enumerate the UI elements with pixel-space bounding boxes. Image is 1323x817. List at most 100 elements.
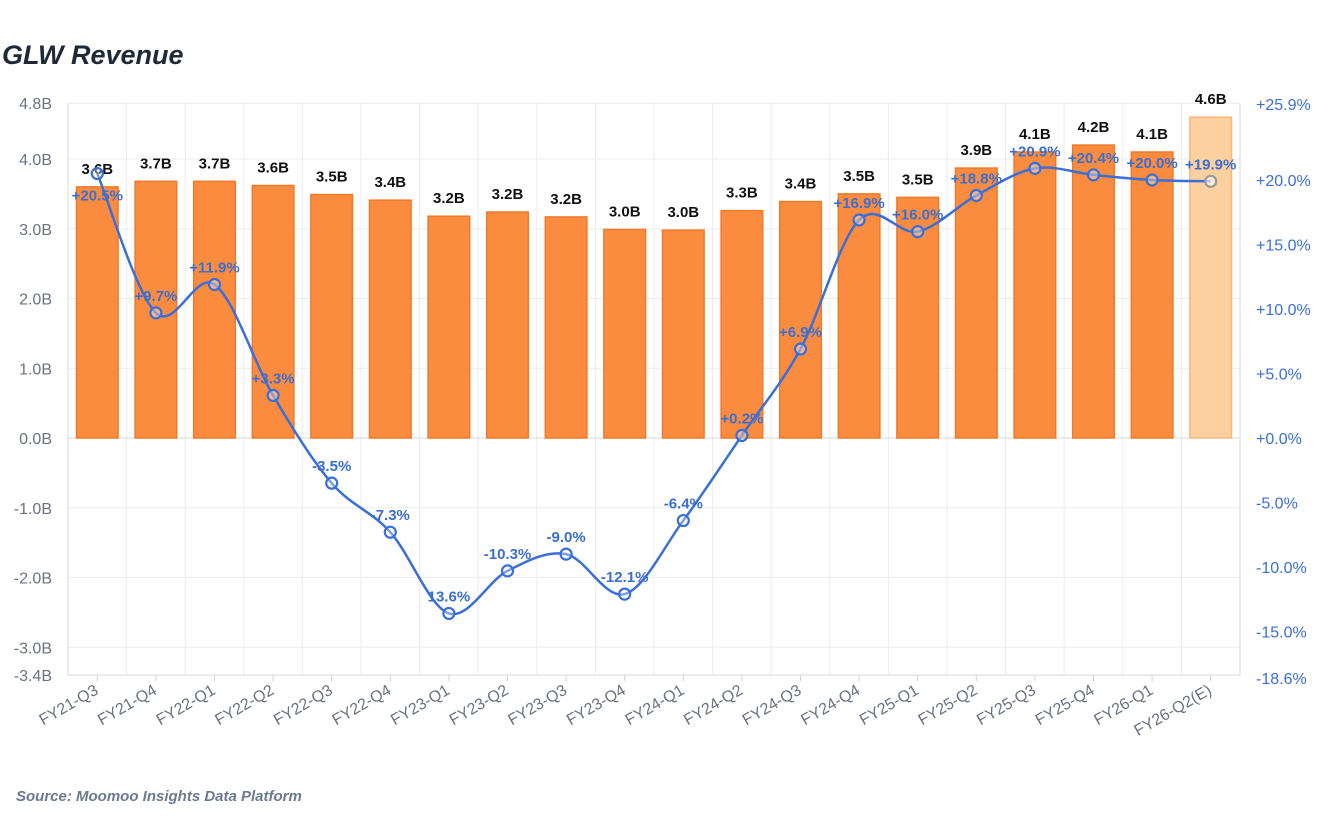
x-tick-label: FY25-Q4 bbox=[1033, 682, 1098, 729]
growth-point-label: +18.8% bbox=[951, 170, 1002, 187]
y-right-tick-label: +15.0% bbox=[1256, 238, 1311, 255]
bar-value-label: 4.2B bbox=[1078, 119, 1110, 136]
y-left-tick-label: 0.0B bbox=[19, 431, 52, 448]
bar-value-label: 3.5B bbox=[843, 168, 875, 185]
growth-point bbox=[149, 306, 163, 320]
growth-point-label: -12.1% bbox=[601, 569, 649, 586]
x-tick-label: FY25-Q1 bbox=[857, 682, 922, 729]
x-tick-label: FY22-Q1 bbox=[154, 682, 219, 729]
growth-point-label: +20.5% bbox=[72, 188, 123, 205]
revenue-bar bbox=[544, 216, 588, 439]
growth-point-label: +20.4% bbox=[1068, 150, 1119, 167]
y-left-tick-label: 1.0B bbox=[19, 361, 52, 378]
growth-point bbox=[793, 342, 808, 356]
growth-point bbox=[559, 547, 573, 561]
growth-point bbox=[1204, 174, 1218, 188]
bar-value-label: 3.6B bbox=[257, 160, 289, 177]
y-right-tick-label: -10.0% bbox=[1256, 560, 1307, 577]
growth-point bbox=[325, 476, 339, 490]
y-right-tick-label: +5.0% bbox=[1256, 367, 1302, 384]
x-tick-label: FY23-Q1 bbox=[388, 682, 453, 729]
growth-point-label: -10.3% bbox=[484, 546, 532, 563]
bar-value-label: 3.2B bbox=[433, 190, 465, 207]
x-tick-label: FY21-Q3 bbox=[37, 682, 102, 729]
bar-value-label: 3.4B bbox=[785, 176, 817, 193]
growth-point bbox=[442, 606, 456, 621]
growth-point-label: 13.6% bbox=[428, 588, 471, 605]
revenue-bar bbox=[1071, 144, 1116, 439]
revenue-bar bbox=[75, 186, 119, 439]
revenue-bar bbox=[134, 180, 178, 439]
x-tick-label: FY24-Q3 bbox=[740, 682, 805, 729]
revenue-bar bbox=[192, 180, 237, 439]
bar-value-label: 3.6B bbox=[81, 161, 113, 178]
y-left-tick-label: 4.8B bbox=[19, 96, 52, 113]
x-tick-label: FY24-Q4 bbox=[798, 682, 863, 729]
x-tick-label: FY22-Q2 bbox=[212, 682, 277, 729]
x-tick-label: FY22-Q3 bbox=[271, 682, 336, 729]
growth-point bbox=[911, 225, 925, 239]
growth-point bbox=[969, 188, 983, 203]
bar-value-label: 3.5B bbox=[902, 171, 934, 188]
revenue-bar bbox=[1189, 116, 1233, 439]
chart-title: GLW Revenue bbox=[2, 40, 184, 70]
growth-point bbox=[1086, 168, 1101, 182]
y-right-tick-label: +25.9% bbox=[1256, 97, 1311, 114]
x-tick-label: FY24-Q1 bbox=[623, 682, 688, 729]
growth-point bbox=[735, 428, 749, 443]
y-left-tick-label: -2.0B bbox=[14, 571, 52, 588]
y-left-tick-label: 2.0B bbox=[19, 292, 52, 309]
growth-point-label: +11.9% bbox=[189, 259, 239, 276]
y-left-tick-label: 4.0B bbox=[19, 152, 52, 169]
growth-point-label: +0.2% bbox=[720, 410, 763, 427]
bar-value-label: 4.1B bbox=[1136, 126, 1168, 143]
x-tick-label: FY22-Q4 bbox=[330, 682, 395, 729]
growth-point bbox=[266, 388, 280, 403]
bar-value-label: 3.9B bbox=[960, 142, 992, 159]
y-right-tick-label: -5.0% bbox=[1256, 496, 1298, 513]
x-tick-label: FY23-Q2 bbox=[447, 682, 512, 729]
growth-point-label: +6.9% bbox=[779, 324, 822, 341]
revenue-bar bbox=[368, 199, 412, 439]
bar-value-label: 3.2B bbox=[492, 186, 524, 203]
x-tick-label: FY23-Q4 bbox=[564, 682, 629, 729]
revenue-bar bbox=[427, 215, 471, 439]
revenue-bar bbox=[954, 167, 998, 439]
growth-point-label: +16.9% bbox=[833, 195, 884, 212]
y-right-tick-label: +20.0% bbox=[1256, 173, 1311, 190]
growth-point bbox=[90, 166, 104, 181]
revenue-bar bbox=[837, 193, 881, 439]
x-tick-label: FY21-Q4 bbox=[95, 682, 160, 729]
growth-point-label: +19.9% bbox=[1185, 156, 1236, 173]
y-right-tick-label: +10.0% bbox=[1256, 302, 1311, 319]
revenue-bar bbox=[1130, 151, 1174, 439]
y-right-tick-label: +0.0% bbox=[1256, 431, 1302, 448]
growth-point-label: -7.3% bbox=[371, 507, 410, 524]
y-left-tick-label: -3.0B bbox=[14, 640, 52, 657]
growth-point bbox=[676, 513, 690, 528]
x-tick-label: FY23-Q3 bbox=[505, 682, 570, 729]
bar-value-label: 3.2B bbox=[550, 191, 582, 208]
growth-point-label: -3.5% bbox=[312, 458, 351, 475]
growth-point bbox=[852, 213, 866, 227]
bar-value-label: 3.0B bbox=[667, 204, 699, 221]
growth-point bbox=[500, 564, 515, 578]
y-left-tick-label: 3.0B bbox=[19, 222, 52, 239]
bar-value-label: 4.1B bbox=[1019, 126, 1051, 143]
revenue-bar bbox=[778, 200, 823, 439]
x-tick-label: FY24-Q2 bbox=[681, 682, 746, 729]
revenue-bar bbox=[310, 193, 354, 439]
growth-point bbox=[207, 277, 222, 292]
growth-point-label: -6.4% bbox=[664, 496, 703, 513]
growth-point-label: +16.0% bbox=[892, 207, 943, 224]
growth-point-label: +20.0% bbox=[1126, 155, 1177, 172]
revenue-bar bbox=[661, 229, 705, 439]
growth-point-label: -9.0% bbox=[547, 529, 586, 546]
revenue-bar bbox=[1013, 151, 1057, 439]
bar-value-label: 3.5B bbox=[316, 169, 348, 186]
revenue-bar bbox=[485, 211, 530, 439]
growth-point bbox=[383, 525, 397, 539]
bar-value-label: 3.7B bbox=[199, 155, 231, 172]
growth-point bbox=[618, 587, 632, 601]
